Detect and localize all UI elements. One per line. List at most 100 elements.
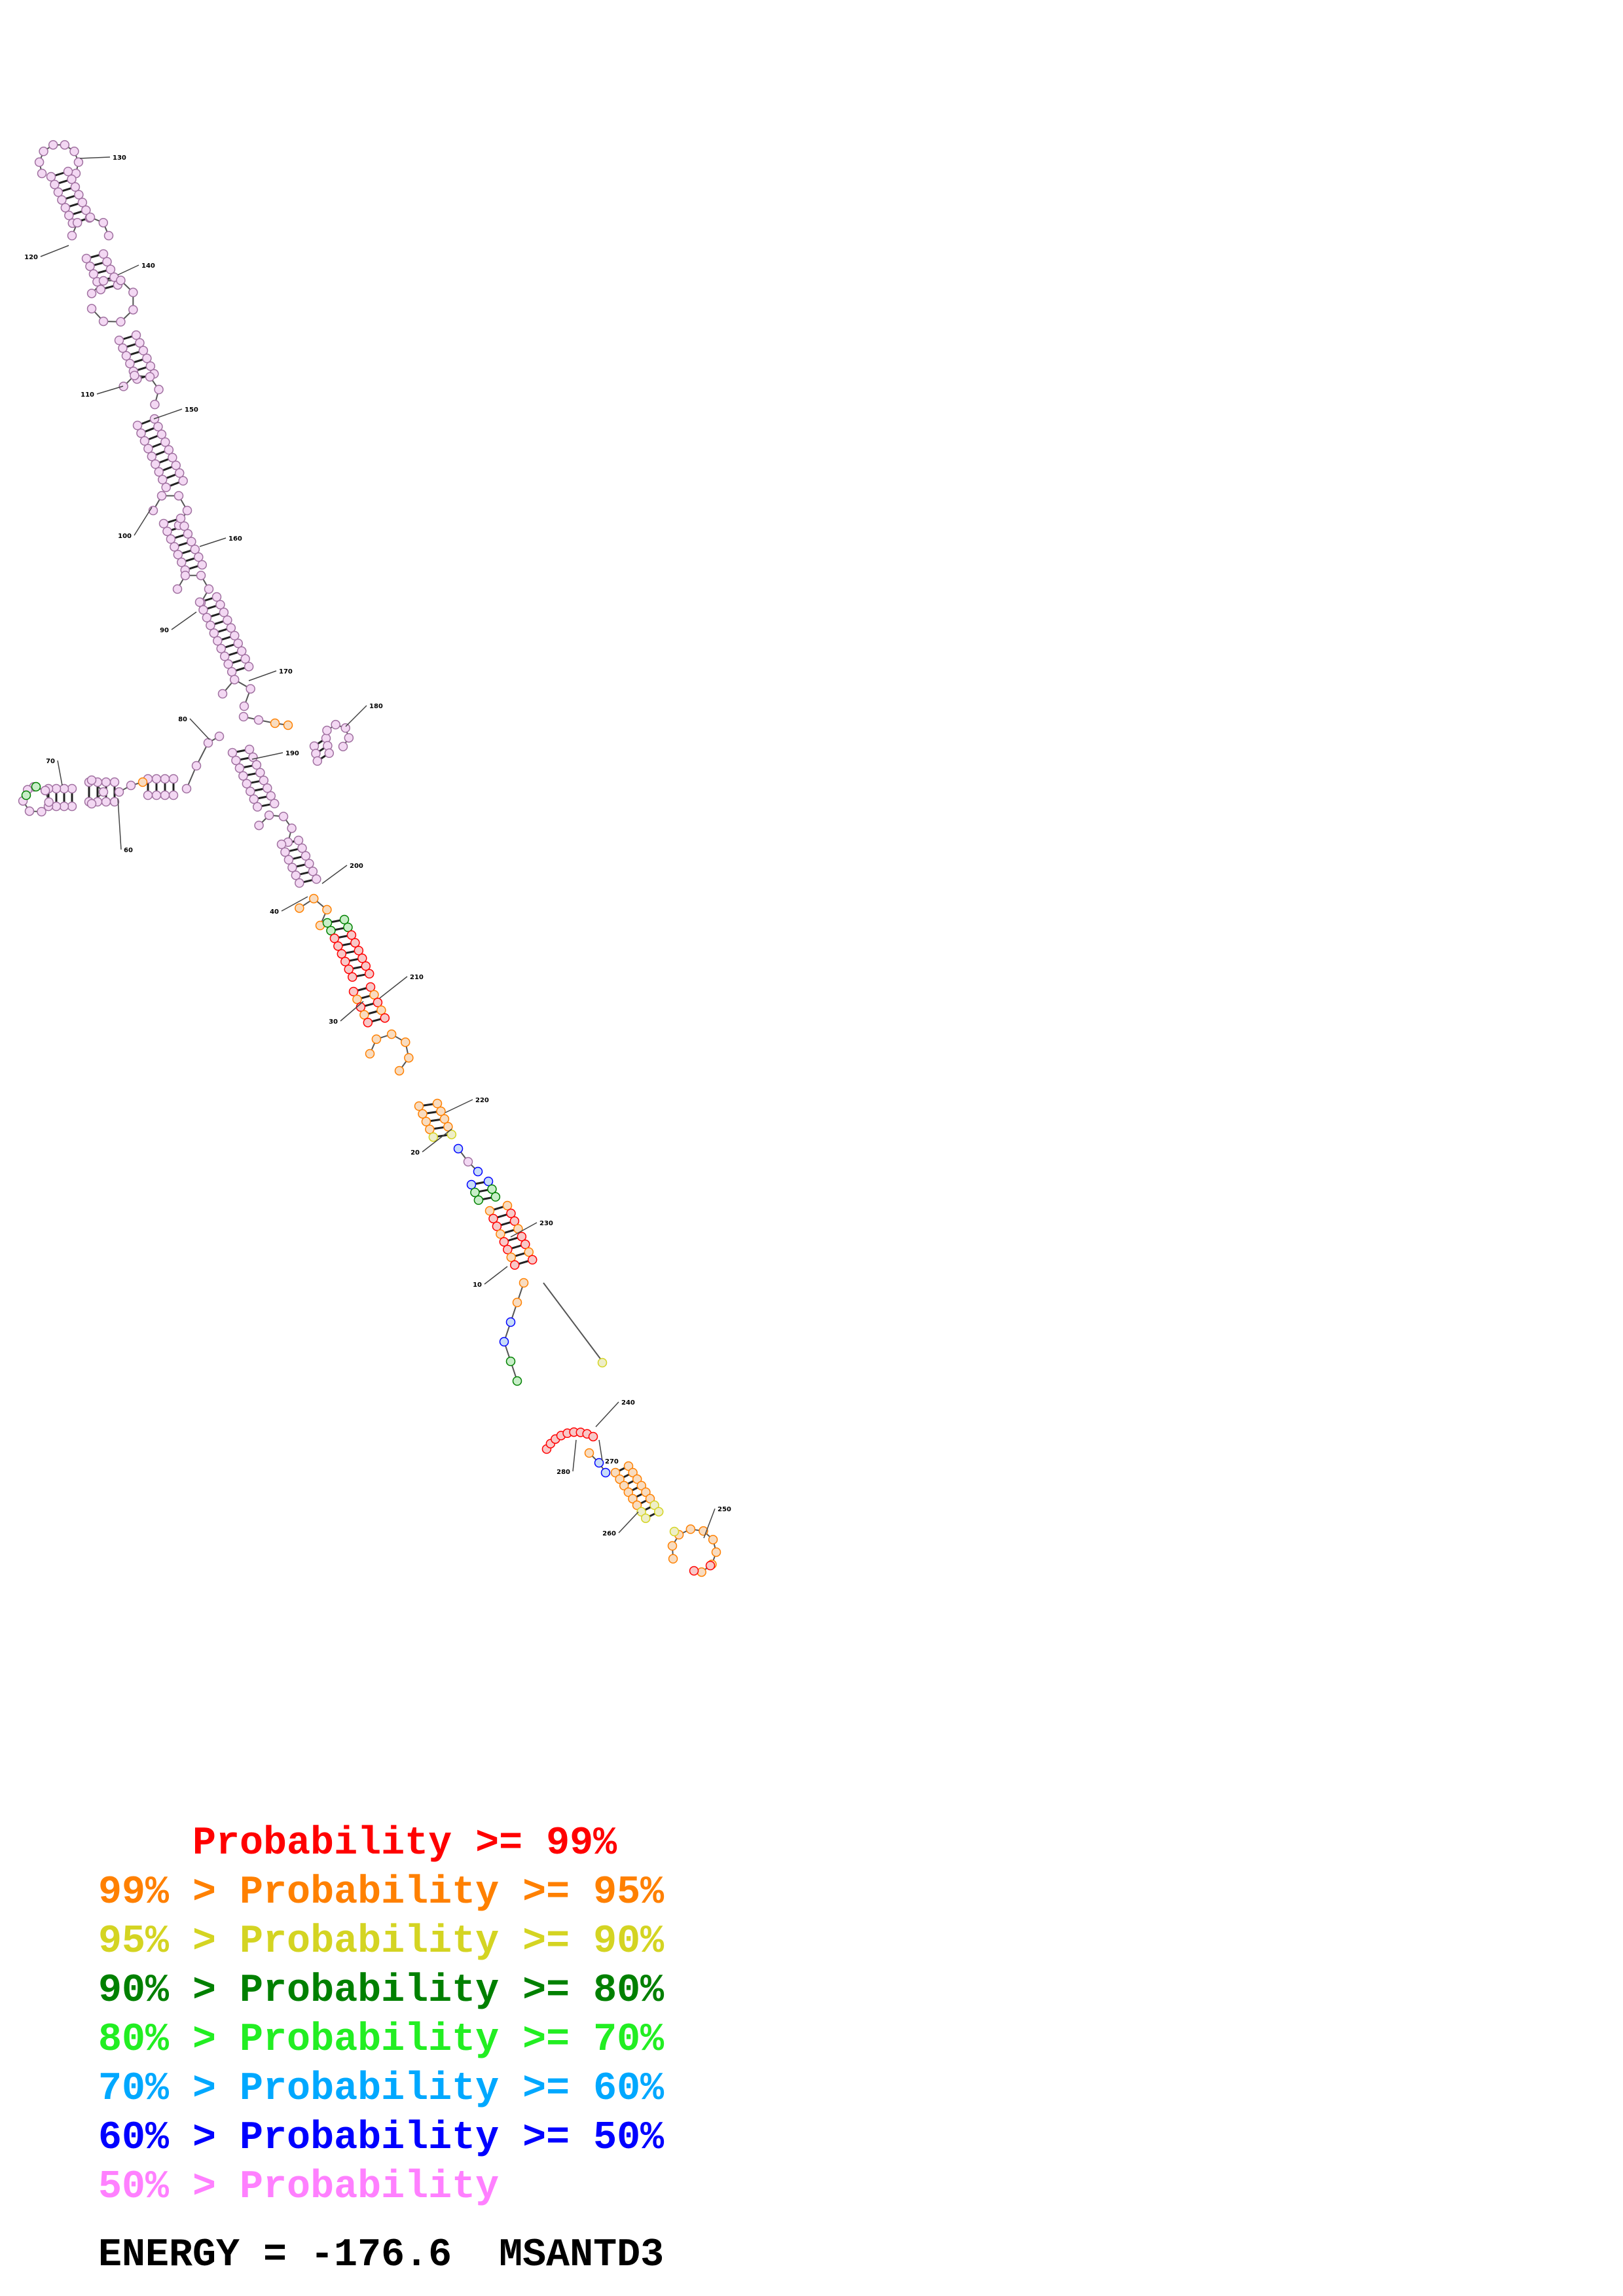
nucleotide-node xyxy=(312,756,323,766)
nucleotide-node xyxy=(209,628,219,638)
nucleotide-node xyxy=(86,289,97,298)
position-label: 10 xyxy=(473,1282,482,1289)
nucleotide-node xyxy=(31,781,41,792)
position-label: 60 xyxy=(124,847,133,854)
nucleotide-node xyxy=(254,820,264,831)
nucleotide-node xyxy=(252,802,263,812)
nucleotide-node xyxy=(64,210,74,221)
nucleotide-node xyxy=(160,437,170,447)
nucleotide-node xyxy=(371,1034,382,1044)
position-label: 100 xyxy=(118,533,132,540)
nucleotide-node xyxy=(312,874,321,884)
nucleotide-node xyxy=(151,774,162,784)
nucleotide-node xyxy=(295,878,304,888)
nucleotide-node xyxy=(340,723,350,733)
nucleotide-node xyxy=(202,613,212,622)
nucleotide-node xyxy=(126,780,136,791)
nucleotide-node xyxy=(365,982,376,992)
label-leader xyxy=(248,670,277,681)
nucleotide-node xyxy=(610,1467,621,1478)
nucleotide-node xyxy=(505,1317,516,1327)
nucleotide-node xyxy=(34,157,45,168)
nucleotide-node xyxy=(196,570,206,581)
nucleotide-node xyxy=(114,787,124,797)
nucleotide-node xyxy=(139,436,150,446)
nucleotide-node xyxy=(270,718,280,728)
nucleotide-node xyxy=(711,1547,721,1557)
position-label: 120 xyxy=(24,254,38,261)
nucleotide-node xyxy=(594,1458,604,1468)
nucleotide-node xyxy=(130,370,139,380)
nucleotide-node xyxy=(86,798,97,809)
nucleotide-node xyxy=(171,460,181,471)
nucleotide-node xyxy=(520,1239,530,1249)
nucleotide-node xyxy=(187,537,196,547)
nucleotide-node xyxy=(331,719,340,730)
nucleotide-node xyxy=(373,997,383,1007)
nucleotide-node xyxy=(135,338,145,348)
nucleotide-node xyxy=(197,560,208,570)
legend-text: Probability >= 60% xyxy=(240,2067,665,2111)
nucleotide-node xyxy=(597,1357,608,1368)
nucleotide-node xyxy=(488,1213,498,1224)
nucleotide-node xyxy=(322,905,332,915)
label-leader xyxy=(281,896,308,912)
nucleotide-node xyxy=(231,755,241,766)
nucleotide-node xyxy=(217,689,228,699)
nucleotide-node xyxy=(623,1461,634,1471)
label-leader xyxy=(598,1439,603,1462)
nucleotide-node xyxy=(619,1480,629,1491)
position-label: 110 xyxy=(81,391,94,399)
nucleotide-node xyxy=(53,187,64,197)
nucleotide-node xyxy=(404,1052,414,1063)
nucleotide-node xyxy=(352,994,362,1005)
label-leader xyxy=(57,760,63,786)
nucleotide-node xyxy=(669,1526,680,1537)
nucleotide-node xyxy=(361,961,371,971)
legend-row: 80% > Probability >= 70% xyxy=(98,2016,884,2065)
nucleotide-node xyxy=(628,1494,638,1504)
label-leader xyxy=(340,1001,364,1022)
nucleotide-node xyxy=(301,851,311,861)
nucleotide-node xyxy=(179,521,189,531)
nucleotide-node xyxy=(203,738,213,748)
nucleotide-node xyxy=(183,529,193,539)
nucleotide-node xyxy=(86,304,97,314)
backbone-segment xyxy=(222,679,251,707)
legend-prefix: 60% > xyxy=(98,2116,240,2161)
nucleotide-node xyxy=(223,659,233,669)
nucleotide-node xyxy=(499,1237,509,1247)
nucleotide-node xyxy=(160,774,170,784)
nucleotide-node xyxy=(175,513,186,524)
position-label: 150 xyxy=(185,406,198,414)
nucleotide-node xyxy=(177,557,187,567)
label-leader xyxy=(572,1439,577,1472)
nucleotide-node xyxy=(470,1187,480,1198)
nucleotide-node xyxy=(517,1232,527,1242)
legend-row: 95% > Probability >= 90% xyxy=(98,1918,884,1967)
legend-text: Probability >= 95% xyxy=(240,1871,665,1915)
nucleotide-node xyxy=(473,1195,484,1205)
nucleotide-node xyxy=(81,253,92,264)
nucleotide-node xyxy=(86,775,97,785)
nucleotide-node xyxy=(116,317,126,327)
nucleotide-node xyxy=(276,839,287,850)
nucleotide-node xyxy=(293,835,304,846)
nucleotide-node xyxy=(105,264,116,274)
nucleotide-node xyxy=(161,482,171,492)
label-leader xyxy=(321,865,348,884)
nucleotide-node xyxy=(219,607,229,617)
nucleotide-node xyxy=(73,157,84,168)
nucleotide-node xyxy=(496,1229,505,1239)
position-label: 90 xyxy=(160,627,169,634)
nucleotide-node xyxy=(354,946,364,956)
nucleotide-node xyxy=(283,720,293,730)
legend-row: 90% > Probability >= 80% xyxy=(98,1967,884,2016)
nucleotide-node xyxy=(233,638,244,649)
nucleotide-node xyxy=(502,1200,513,1211)
nucleotide-node xyxy=(490,1192,501,1202)
nucleotide-node xyxy=(67,801,77,812)
position-label: 80 xyxy=(178,716,187,723)
nucleotide-node xyxy=(636,1480,647,1491)
nucleotide-node xyxy=(483,1176,494,1187)
